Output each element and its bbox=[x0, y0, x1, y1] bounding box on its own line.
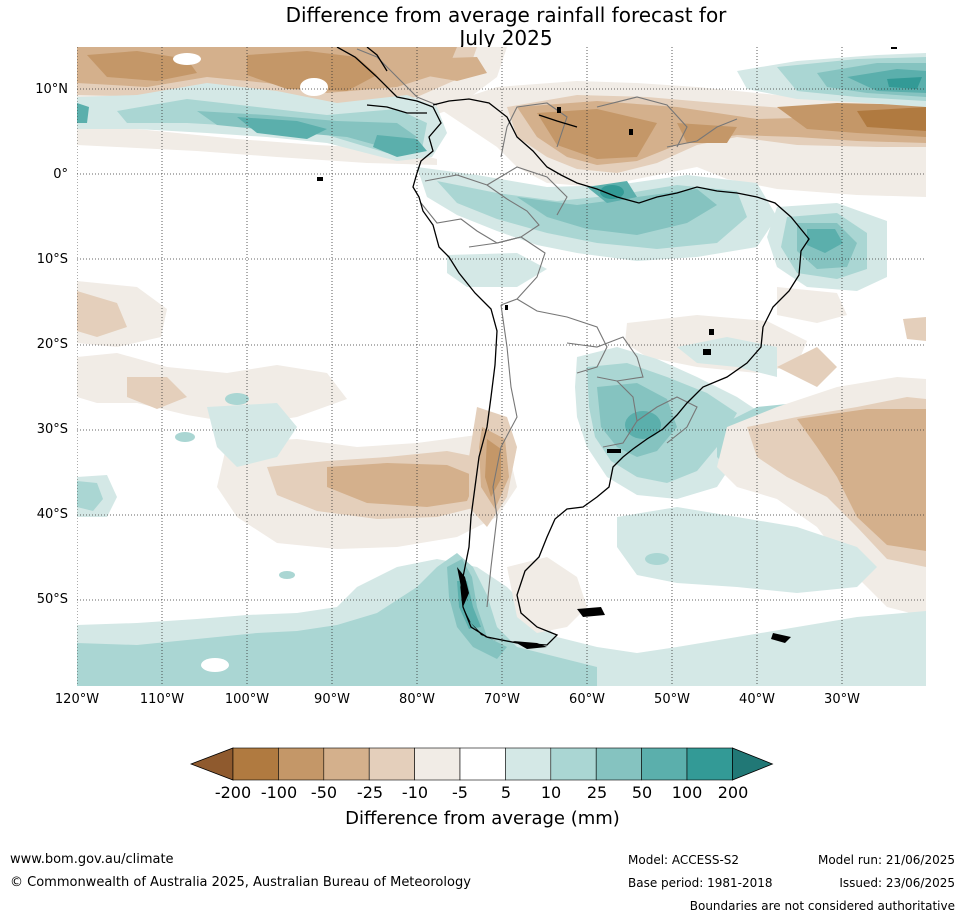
anomaly-dry-patagonia-east bbox=[507, 557, 587, 633]
colorbar-tick: -200 bbox=[214, 783, 252, 802]
lat-label-10s: 10°S bbox=[36, 252, 68, 267]
anomaly-dry-south-pacific bbox=[77, 281, 517, 549]
colorbar-swatch bbox=[641, 747, 688, 781]
colorbar-tick: 50 bbox=[631, 783, 653, 802]
colorbar-tick: 10 bbox=[540, 783, 562, 802]
country-borders bbox=[356, 48, 738, 608]
colorbar-tick: 200 bbox=[717, 783, 749, 802]
colorbar-swatch bbox=[595, 747, 642, 781]
footer-copyright: © Commonwealth of Australia 2025, Austra… bbox=[10, 875, 471, 890]
colorbar-swatch bbox=[368, 747, 415, 781]
lat-label-40s: 40°S bbox=[36, 507, 68, 522]
lon-label-90w: 90°W bbox=[314, 692, 350, 707]
anomaly-dry-north-pacific bbox=[77, 47, 507, 165]
title-line-2: July 2025 bbox=[459, 26, 553, 50]
lat-label-50s: 50°S bbox=[36, 592, 68, 607]
colorbar-tick: 25 bbox=[586, 783, 608, 802]
colorbar-tick: -10 bbox=[401, 783, 429, 802]
colorbar-swatch bbox=[459, 747, 506, 781]
map-gridlines bbox=[77, 47, 926, 686]
colorbar bbox=[190, 747, 774, 781]
footer-disclaimer: Boundaries are not considered authoritat… bbox=[689, 899, 955, 913]
footer-url[interactable]: www.bom.gov.au/climate bbox=[10, 852, 174, 867]
lon-label-80w: 80°W bbox=[399, 692, 435, 707]
colorbar-swatch bbox=[686, 747, 733, 781]
colorbar-swatch bbox=[505, 747, 552, 781]
footer-model: Model: ACCESS-S2 bbox=[628, 853, 740, 867]
footer-issued: Issued: 23/06/2025 bbox=[839, 876, 955, 890]
colorbar-swatch bbox=[232, 747, 279, 781]
lat-label-30s: 30°S bbox=[36, 422, 68, 437]
lon-label-120w: 120°W bbox=[54, 692, 100, 707]
rainfall-anomaly-map bbox=[77, 47, 926, 686]
lon-label-40w: 40°W bbox=[739, 692, 775, 707]
footer-model-run: Model run: 21/06/2025 bbox=[817, 853, 955, 867]
anomaly-dry-sw-atlantic bbox=[717, 347, 926, 617]
lat-label-0: 0° bbox=[53, 167, 68, 182]
colorbar-tick: -25 bbox=[356, 783, 384, 802]
islands-and-lakes bbox=[317, 47, 897, 649]
coastline bbox=[336, 47, 810, 646]
lon-label-50w: 50°W bbox=[654, 692, 690, 707]
colorbar-tick: -100 bbox=[260, 783, 298, 802]
lon-label-30w: 30°W bbox=[824, 692, 860, 707]
colorbar-tick: 5 bbox=[500, 783, 512, 802]
title-line-1: Difference from average rainfall forecas… bbox=[285, 3, 727, 27]
lat-label-10n: 10°N bbox=[35, 82, 68, 97]
anomaly-wet-itcz-pacific bbox=[77, 83, 447, 161]
colorbar-arrow-left bbox=[190, 747, 234, 781]
lon-label-60w: 60°W bbox=[569, 692, 605, 707]
lon-label-100w: 100°W bbox=[224, 692, 270, 707]
lat-label-20s: 20°S bbox=[36, 337, 68, 352]
colorbar-label: Difference from average (mm) bbox=[345, 808, 620, 829]
lon-label-70w: 70°W bbox=[484, 692, 520, 707]
map-title: Difference from average rainfall forecas… bbox=[0, 4, 965, 50]
footer-base-period: Base period: 1981-2018 bbox=[628, 876, 773, 890]
lon-label-110w: 110°W bbox=[139, 692, 185, 707]
colorbar-swatch bbox=[414, 747, 461, 781]
colorbar-tick: 100 bbox=[671, 783, 703, 802]
colorbar-swatch bbox=[278, 747, 325, 781]
colorbar-swatch bbox=[550, 747, 597, 781]
colorbar-tick: -50 bbox=[310, 783, 338, 802]
colorbar-arrow-right bbox=[732, 747, 774, 781]
colorbar-tick: -5 bbox=[452, 783, 468, 802]
anomaly-wet-tropical-atlantic bbox=[737, 53, 926, 107]
colorbar-swatch bbox=[323, 747, 370, 781]
